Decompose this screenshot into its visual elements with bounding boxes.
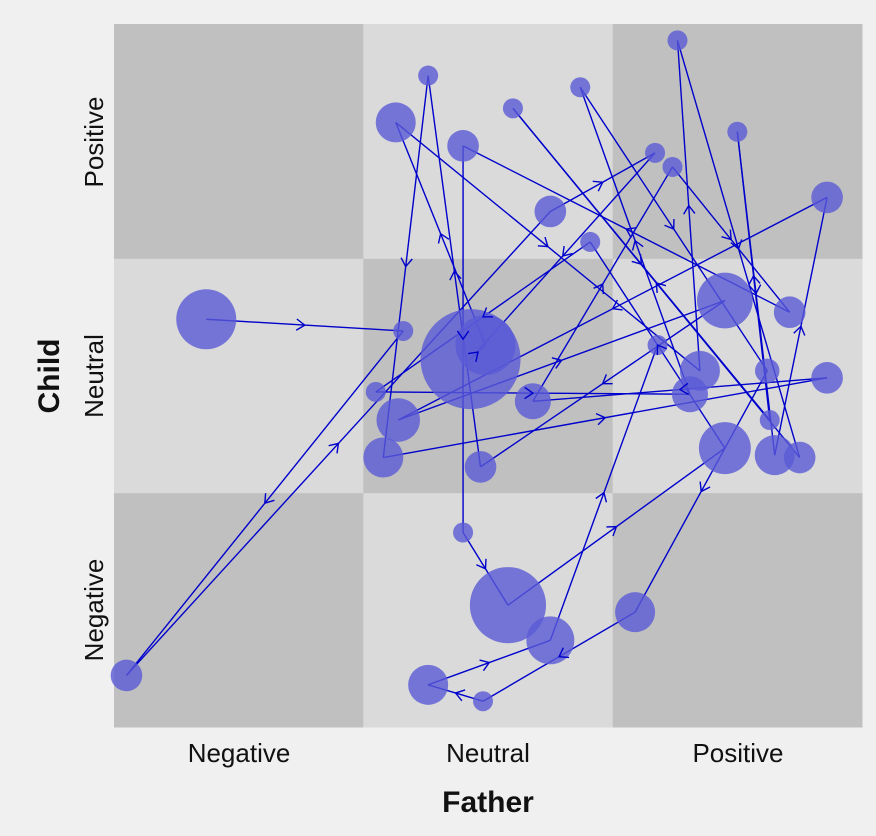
y-tick-label-neutral: Neutral	[79, 334, 109, 418]
state-node	[811, 362, 843, 394]
state-node	[176, 289, 237, 350]
state-node	[464, 451, 497, 483]
direction-arrow	[476, 558, 487, 570]
direction-arrow	[551, 357, 563, 369]
state-node	[773, 296, 806, 329]
direction-arrow	[631, 254, 643, 266]
state-node	[534, 195, 567, 228]
direction-arrow	[537, 236, 549, 248]
direction-arrow	[601, 374, 613, 385]
direction-arrow	[524, 386, 535, 400]
direction-arrow	[606, 525, 618, 537]
state-node	[455, 315, 516, 376]
grid-cell-neutral-positive	[363, 24, 614, 259]
state-node	[393, 320, 414, 341]
state-node	[473, 691, 494, 712]
direction-arrow	[595, 412, 607, 426]
grid-cell-negative-positive	[114, 24, 364, 259]
state-node	[671, 376, 708, 413]
y-tick-label-negative: Negative	[79, 559, 109, 662]
direction-arrow	[592, 180, 604, 192]
direction-arrow	[328, 442, 340, 454]
state-node	[754, 435, 795, 476]
state-node	[580, 231, 601, 252]
state-node	[363, 437, 404, 478]
direction-arrow	[468, 351, 479, 362]
direction-arrow	[611, 299, 623, 311]
state-node	[727, 121, 748, 142]
state-node	[667, 30, 688, 51]
state-node	[811, 181, 843, 214]
state-node	[418, 65, 439, 86]
direction-arrow	[264, 493, 275, 505]
state-node	[375, 102, 416, 143]
state-node	[755, 358, 780, 384]
state-node	[697, 272, 753, 329]
state-node	[469, 567, 547, 644]
state-node	[645, 142, 666, 163]
state-node	[365, 381, 386, 402]
direction-arrow	[683, 204, 696, 215]
direction-arrow	[631, 239, 644, 251]
direction-arrow	[595, 491, 608, 503]
grid-cell-negative-negative	[114, 492, 364, 728]
state-node	[759, 410, 780, 431]
state-node	[662, 156, 683, 177]
direction-arrow	[748, 284, 762, 295]
direction-arrow	[557, 647, 570, 659]
state-node	[615, 592, 656, 633]
direction-arrow	[295, 318, 306, 331]
direction-arrow	[656, 343, 668, 356]
x-axis-title: Father	[442, 786, 534, 819]
direction-arrow	[561, 245, 573, 257]
x-tick-label-neutral: Neutral	[446, 738, 530, 768]
state-node	[570, 77, 591, 98]
state-node	[453, 522, 474, 543]
direction-arrow	[721, 229, 732, 241]
state-node	[698, 422, 751, 475]
direction-arrow	[400, 257, 413, 268]
state-node	[376, 398, 421, 442]
direction-arrow	[664, 219, 675, 231]
direction-arrow	[699, 481, 711, 493]
direction-arrow	[593, 283, 605, 295]
direction-arrow	[748, 274, 761, 286]
state-node	[447, 130, 479, 162]
state-node	[110, 659, 143, 692]
direction-arrow	[454, 689, 466, 702]
state-node	[526, 616, 575, 665]
direction-arrow	[481, 307, 494, 318]
direction-arrow	[730, 239, 743, 251]
state-node	[502, 98, 523, 119]
x-tick-label-positive: Positive	[692, 738, 783, 768]
state-node	[408, 664, 449, 705]
y-axis-title: Child	[33, 339, 66, 414]
state-node	[514, 383, 551, 420]
y-tick-label-positive: Positive	[79, 96, 109, 187]
x-tick-label-negative: Negative	[188, 738, 291, 768]
direction-arrow	[449, 269, 462, 281]
direction-arrow	[456, 330, 470, 341]
grid-cell-negative-neutral	[114, 258, 364, 494]
direction-arrow	[678, 382, 690, 396]
direction-arrow	[655, 281, 667, 293]
direction-arrow	[437, 232, 450, 244]
direction-arrow	[479, 659, 491, 672]
direction-arrow	[625, 227, 637, 239]
direction-arrow	[793, 325, 806, 336]
